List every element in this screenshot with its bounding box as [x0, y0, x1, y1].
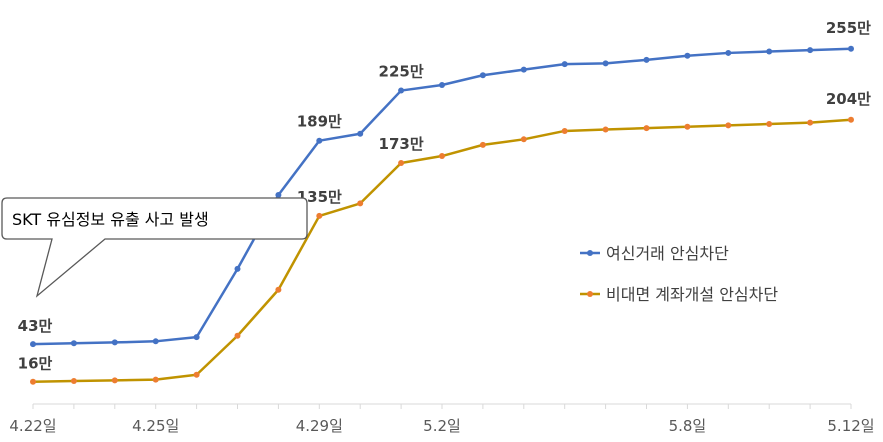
data-point: [398, 159, 405, 166]
data-point: [602, 60, 609, 67]
data-point: [848, 116, 854, 123]
x-tick-label: 4.29일: [296, 417, 343, 435]
legend-marker-2: [587, 291, 593, 297]
data-labels: 43만 189만 225만 255만 16만 135만 173만 204만: [18, 19, 872, 373]
legend-label-2: 비대면 계좌개설 안심차단: [606, 285, 778, 304]
data-label: 189만: [297, 113, 342, 131]
data-point: [807, 47, 814, 54]
data-point: [643, 125, 650, 132]
data-point: [684, 123, 691, 130]
data-point: [725, 122, 732, 129]
data-label: 43만: [18, 317, 53, 335]
data-point: [848, 45, 854, 52]
data-point: [30, 378, 36, 385]
data-point: [152, 376, 159, 383]
data-point: [357, 130, 364, 137]
x-tick-label: 5.8일: [669, 417, 707, 435]
legend-label-1: 여신거래 안심차단: [606, 244, 729, 263]
data-point: [725, 49, 732, 56]
legend-item-2: 비대면 계좌개설 안심차단: [580, 285, 778, 304]
data-label: 16만: [18, 355, 53, 373]
x-tick-label: 4.22일: [9, 417, 56, 435]
data-point: [152, 338, 159, 345]
data-label: 173만: [379, 135, 424, 153]
callout-bubble: [1, 197, 308, 298]
data-point: [111, 339, 118, 346]
data-point: [193, 334, 200, 341]
annotation-callout: SKT 유심정보 유출 사고 발생: [1, 197, 308, 298]
data-point: [111, 377, 118, 384]
data-point: [479, 72, 486, 79]
data-point: [807, 119, 814, 126]
data-point: [766, 120, 773, 127]
series-1: [30, 45, 854, 348]
data-point: [561, 61, 568, 68]
data-point: [602, 126, 609, 133]
data-point: [439, 81, 445, 88]
legend: 여신거래 안심차단 비대면 계좌개설 안심차단: [580, 244, 778, 304]
data-point: [357, 200, 364, 207]
data-point: [520, 136, 527, 143]
series-2: [30, 116, 854, 385]
data-point: [479, 141, 486, 148]
data-point: [316, 212, 323, 219]
data-label: 135만: [297, 188, 342, 206]
data-point: [70, 340, 77, 347]
data-point: [275, 286, 282, 293]
callout-text: SKT 유심정보 유출 사고 발생: [12, 210, 209, 229]
data-point: [561, 127, 568, 134]
data-point: [684, 52, 691, 59]
data-point: [30, 341, 36, 348]
data-point: [398, 87, 405, 94]
series-group: [30, 45, 854, 385]
data-point: [70, 378, 77, 385]
data-point: [234, 332, 241, 339]
x-tick-label: 4.25일: [132, 417, 179, 435]
data-point: [234, 265, 241, 272]
data-point: [520, 66, 527, 73]
data-label: 225만: [379, 63, 424, 81]
data-point: [316, 137, 323, 144]
data-label: 204만: [826, 90, 871, 108]
legend-marker-1: [587, 250, 593, 256]
data-label: 255만: [826, 19, 871, 37]
legend-item-1: 여신거래 안심차단: [580, 244, 729, 263]
data-point: [643, 56, 650, 63]
data-point: [439, 153, 445, 160]
x-tick-label: 5.2일: [423, 417, 461, 435]
x-tick-label: 5.12일: [827, 417, 874, 435]
x-axis: 4.22일 4.25일 4.29일 5.2일 5.8일 5.12일: [9, 403, 875, 435]
data-point: [193, 371, 200, 378]
data-point: [766, 48, 773, 55]
data-point: [275, 192, 282, 199]
